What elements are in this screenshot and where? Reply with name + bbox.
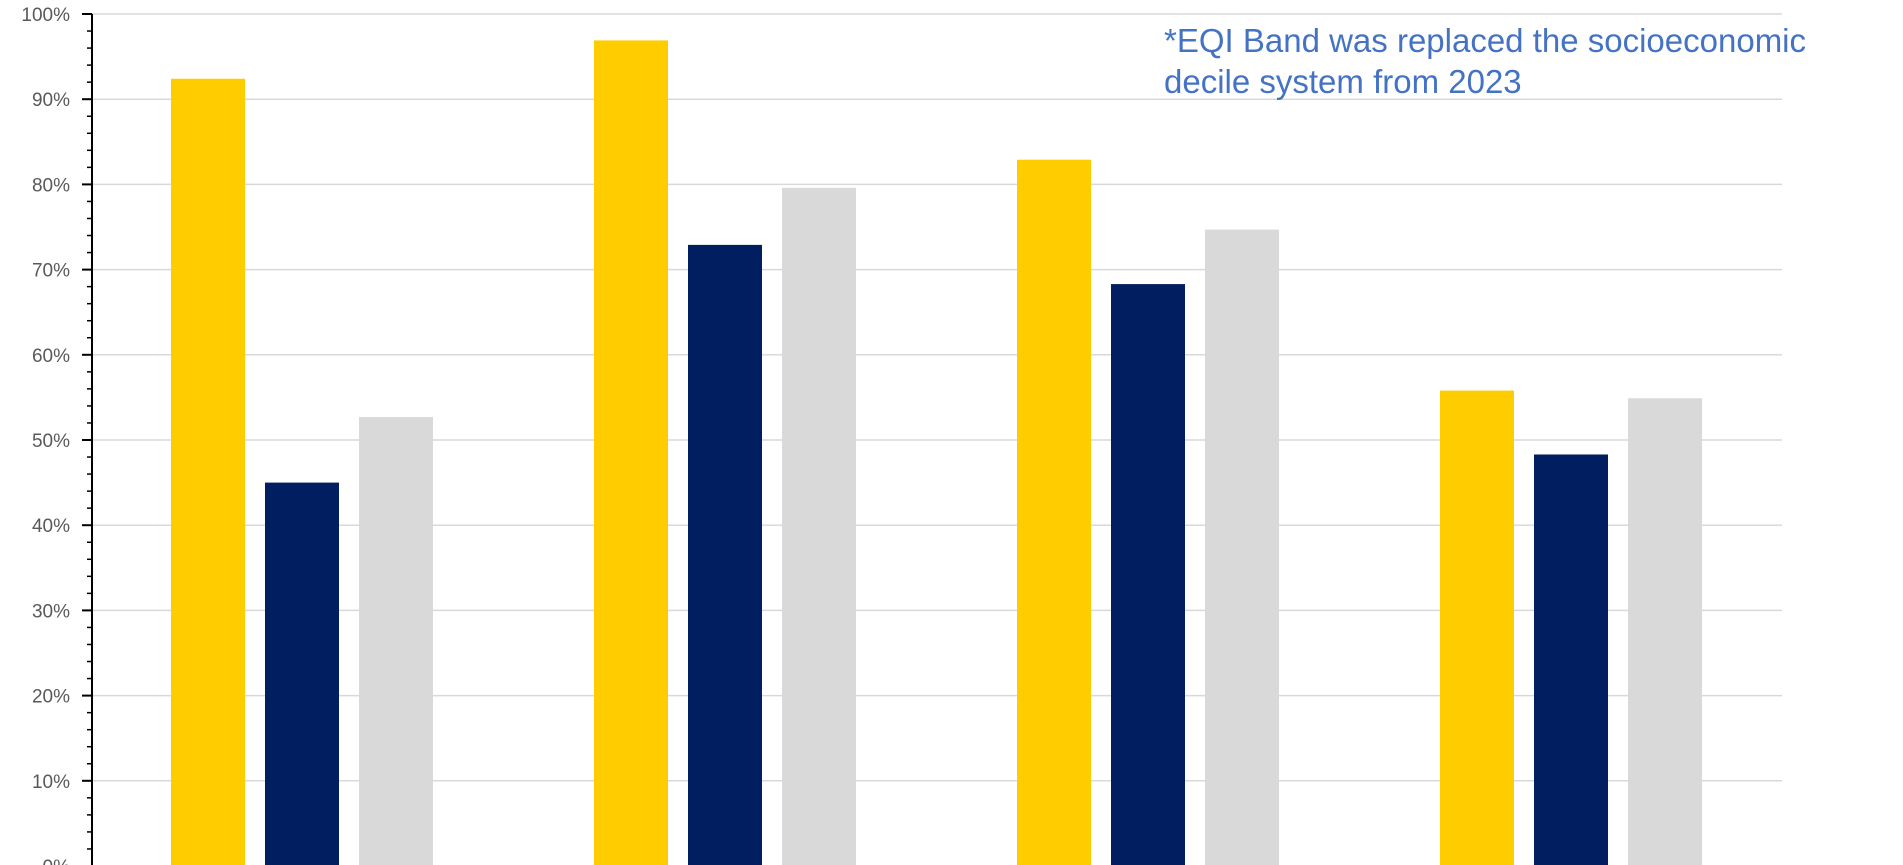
bar-series-1-group-2 bbox=[594, 40, 668, 865]
bar-series-2-group-2 bbox=[688, 244, 762, 865]
chart-annotation: *EQI Band was replaced the socioeconomic… bbox=[1164, 22, 1807, 101]
bars bbox=[171, 40, 1702, 865]
bar-series-2-group-3 bbox=[1111, 284, 1185, 865]
y-tick-label: 90% bbox=[32, 90, 70, 111]
bar-series-1-group-3 bbox=[1017, 159, 1091, 865]
y-tick-label: 0% bbox=[43, 857, 71, 865]
y-tick-label: 10% bbox=[32, 772, 70, 793]
gridlines bbox=[92, 13, 1782, 782]
bar-series-3-group-3 bbox=[1205, 229, 1279, 865]
y-tick-label: 100% bbox=[21, 5, 70, 26]
y-tick-label: 40% bbox=[32, 516, 70, 537]
y-axis: 0% 10% 20% 30% 40% 50% 60% 70% 80% 90% 100% bbox=[21, 5, 93, 865]
y-tick-label: 30% bbox=[32, 601, 70, 622]
bar-series-3-group-2 bbox=[782, 187, 856, 865]
bar-series-2-group-1 bbox=[265, 482, 339, 865]
y-tick-label: 50% bbox=[32, 431, 70, 452]
y-tick-label: 80% bbox=[32, 175, 70, 196]
bar-series-1-group-1 bbox=[171, 78, 245, 865]
y-tick-label: 70% bbox=[32, 261, 70, 282]
y-tick-label: 60% bbox=[32, 346, 70, 367]
bar-series-3-group-1 bbox=[359, 416, 433, 865]
bar-series-2-group-4 bbox=[1534, 454, 1608, 865]
bar-series-1-group-4 bbox=[1440, 390, 1514, 865]
y-tick-label: 20% bbox=[32, 687, 70, 708]
bar-series-3-group-4 bbox=[1628, 398, 1702, 865]
